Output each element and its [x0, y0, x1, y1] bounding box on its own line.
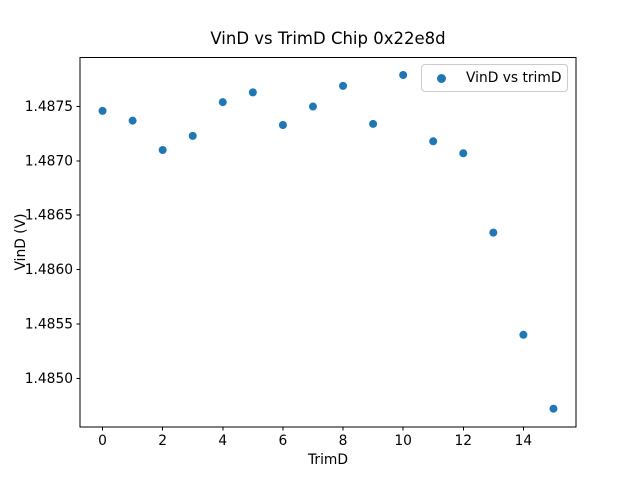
legend: VinD vs trimD: [421, 64, 568, 92]
y-axis-label: VinD (V): [13, 213, 29, 271]
x-tick-label: 12: [454, 433, 472, 449]
x-axis-label: TrimD: [308, 452, 348, 468]
y-tick-label: 1.4850: [25, 371, 73, 387]
data-point: [128, 116, 137, 125]
y-tick-label: 1.4855: [25, 316, 73, 332]
chart-title: VinD vs TrimD Chip 0x22e8d: [210, 29, 446, 48]
y-tick-label: 1.4865: [25, 208, 73, 224]
data-point: [158, 146, 167, 154]
data-point: [549, 404, 558, 413]
data-point: [278, 120, 287, 129]
legend-label: VinD vs trimD: [466, 70, 562, 86]
x-tick-label: 0: [98, 433, 107, 449]
y-tick-label: 1.4875: [25, 99, 73, 115]
data-point: [98, 106, 107, 115]
data-point: [369, 119, 378, 128]
x-tick-label: 14: [515, 433, 533, 449]
data-point: [218, 98, 227, 107]
legend-marker-icon: [437, 73, 446, 83]
x-tick-label: 10: [394, 433, 412, 449]
data-point: [429, 137, 438, 146]
data-point: [459, 149, 468, 158]
data-point: [519, 330, 528, 339]
data-point: [489, 228, 498, 237]
x-tick-label: 4: [218, 433, 227, 449]
data-point: [248, 88, 257, 97]
x-tick-label: 2: [158, 433, 167, 449]
x-tick-label: 6: [279, 433, 288, 449]
data-point: [308, 102, 317, 111]
x-tick-label: 8: [339, 433, 348, 449]
data-point: [399, 70, 408, 79]
y-tick-label: 1.4860: [25, 262, 73, 278]
data-point: [188, 131, 197, 140]
y-tick-label: 1.4870: [25, 153, 73, 169]
axes-frame: [79, 57, 577, 428]
data-point: [339, 81, 348, 90]
